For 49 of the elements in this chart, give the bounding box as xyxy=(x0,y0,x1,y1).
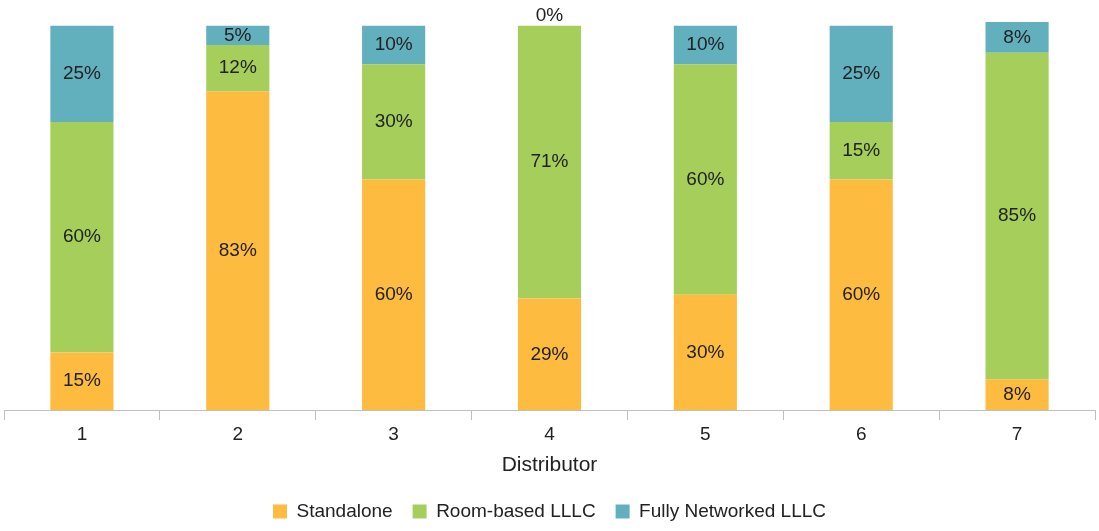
data-label: 30% xyxy=(374,110,413,132)
data-label: 83% xyxy=(218,238,257,260)
bar xyxy=(50,121,114,353)
x-tick-label: 4 xyxy=(544,422,556,444)
bar xyxy=(829,121,893,180)
bar xyxy=(206,45,270,92)
bar xyxy=(362,64,426,180)
bar xyxy=(985,22,1049,53)
bar xyxy=(673,64,737,295)
data-label: 8% xyxy=(1003,382,1031,404)
bar xyxy=(50,352,114,410)
data-label: 60% xyxy=(686,167,725,189)
data-label: 85% xyxy=(998,204,1037,226)
x-tick-label: 3 xyxy=(388,422,399,444)
data-label: 15% xyxy=(842,138,881,160)
x-tick-label: 1 xyxy=(76,422,88,444)
data-label: 15% xyxy=(62,369,102,391)
x-tick-label: 6 xyxy=(855,422,867,444)
data-label: 8% xyxy=(1003,25,1031,47)
x-tick-label: 7 xyxy=(1011,422,1023,444)
bar xyxy=(517,25,582,299)
data-label: 25% xyxy=(62,62,102,84)
data-label: 5% xyxy=(224,23,252,45)
data-label: 60% xyxy=(842,282,881,304)
bar xyxy=(829,25,893,122)
data-label: 25% xyxy=(842,62,881,84)
bar xyxy=(206,91,270,410)
x-tick-label: 5 xyxy=(700,422,711,444)
data-label: 71% xyxy=(530,150,569,172)
x-tick-label: 2 xyxy=(232,422,244,444)
bar xyxy=(517,298,582,410)
legend-label: Room-based LLLC xyxy=(436,499,596,521)
legend-label: Fully Networked LLLC xyxy=(639,499,827,521)
data-label: 60% xyxy=(374,282,413,304)
bar xyxy=(50,25,114,122)
data-label: 29% xyxy=(530,342,569,364)
x-axis-title: Distributor xyxy=(501,452,598,476)
bar xyxy=(985,52,1049,380)
data-label: 10% xyxy=(374,33,413,55)
data-label: 12% xyxy=(218,56,257,78)
data-label: 10% xyxy=(686,33,725,55)
data-label: 0% xyxy=(535,3,564,25)
data-label: 30% xyxy=(686,340,725,362)
bar xyxy=(985,379,1049,410)
bar xyxy=(829,179,893,410)
bar xyxy=(362,179,426,410)
bar xyxy=(673,294,737,410)
legend-label: Standalone xyxy=(296,499,393,521)
data-label: 60% xyxy=(62,225,102,247)
